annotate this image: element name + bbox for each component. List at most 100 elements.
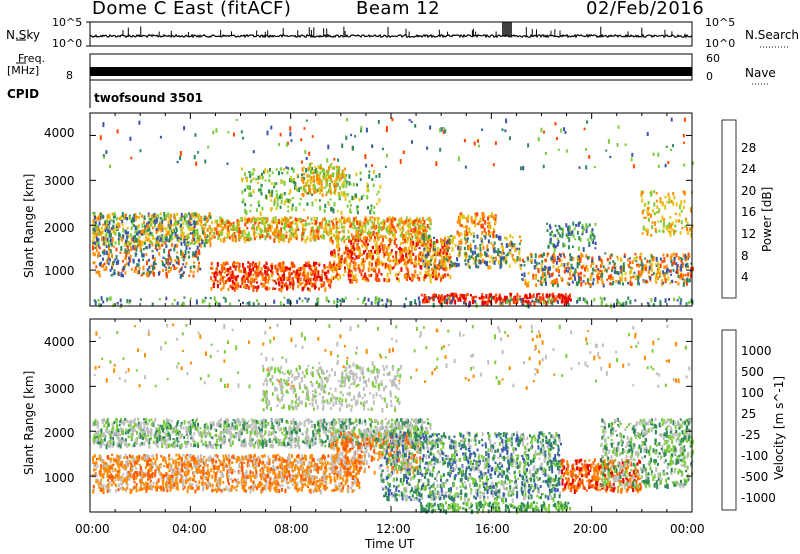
power-cell	[403, 248, 406, 253]
vel-ytick-2000: 2000	[44, 426, 75, 440]
power-cell	[300, 221, 303, 224]
power-cell	[369, 236, 371, 239]
power-cell	[259, 175, 262, 180]
xtick-2400: 00:00	[670, 522, 705, 536]
power-cell	[389, 239, 391, 244]
power-cell	[571, 230, 574, 235]
velocity-cell	[143, 418, 146, 421]
power-cell	[677, 281, 680, 286]
power-cell	[659, 302, 662, 307]
power-cell	[319, 187, 322, 190]
power-cell	[258, 232, 261, 236]
power-cell	[292, 285, 295, 291]
power-cell	[360, 239, 363, 243]
power-cell	[331, 167, 334, 170]
power-cell	[665, 145, 668, 148]
power-cell	[338, 231, 341, 234]
power-cell	[401, 220, 404, 225]
power-cell	[542, 301, 545, 305]
power-cell	[229, 223, 232, 228]
power-cell	[201, 230, 204, 235]
power-cell	[265, 194, 268, 199]
power-cell	[294, 270, 297, 275]
power-cell	[521, 278, 524, 281]
power-cell	[243, 230, 246, 235]
power-cell	[255, 277, 258, 280]
power-cell	[295, 185, 298, 190]
power-cell	[368, 252, 371, 257]
power-cell	[566, 281, 569, 285]
power-cell	[568, 277, 571, 280]
power-cell	[600, 278, 603, 281]
power-cell	[362, 241, 365, 246]
power-cell	[278, 262, 281, 268]
power-cell	[442, 296, 445, 301]
power-cell	[217, 235, 220, 240]
power-cell	[192, 231, 194, 237]
power-cell	[688, 300, 691, 305]
power-cell	[387, 225, 390, 230]
power-cell	[103, 241, 106, 246]
power-cell	[560, 128, 563, 133]
power-cell	[615, 280, 617, 283]
power-cell	[263, 276, 266, 282]
power-cell	[657, 261, 660, 266]
power-cell	[417, 219, 420, 223]
power-cell	[493, 215, 496, 218]
power-cell	[537, 268, 540, 274]
power-cell	[351, 257, 354, 260]
power-cell	[252, 189, 255, 194]
power-cell	[111, 253, 114, 259]
power-cell	[327, 223, 330, 226]
power-cell	[418, 300, 421, 306]
power-cell	[488, 260, 491, 263]
power-cell	[678, 213, 681, 217]
power-cell	[561, 236, 564, 239]
power-cell	[254, 286, 257, 289]
power-cell	[483, 227, 486, 233]
power-cell	[565, 267, 568, 273]
power-cell	[132, 214, 135, 217]
power-cell	[125, 232, 128, 237]
power-cell	[458, 232, 461, 238]
power-cell	[338, 261, 341, 266]
power-cell	[557, 293, 560, 298]
power-cell	[224, 280, 227, 284]
power-cell	[652, 303, 655, 307]
power-cell	[248, 275, 251, 278]
power-cell	[288, 267, 291, 271]
beam-title: Beam 12	[356, 0, 441, 19]
power-cell	[673, 256, 676, 261]
power-cell	[668, 222, 671, 226]
power-cell	[477, 139, 479, 143]
power-cell	[138, 236, 141, 239]
power-cell	[674, 281, 677, 284]
power-cell	[601, 272, 604, 278]
power-cell	[399, 260, 402, 263]
power-cell	[325, 178, 328, 183]
power-cell	[429, 279, 432, 284]
power-cell	[440, 301, 443, 305]
power-cell	[372, 267, 375, 271]
power-cell	[261, 234, 264, 238]
power-cell	[174, 259, 177, 263]
power-cell	[410, 260, 413, 265]
power-cell	[321, 236, 324, 239]
power-cell	[105, 245, 108, 248]
power-cell	[402, 241, 405, 245]
power-cell	[260, 184, 263, 187]
power-cell	[594, 222, 597, 226]
power-cell	[376, 273, 379, 278]
power-cell	[123, 214, 126, 220]
power-cell	[296, 223, 298, 228]
power-cell	[209, 242, 212, 248]
power-cell	[213, 282, 215, 286]
power-cell	[654, 263, 657, 266]
power-cell	[261, 276, 264, 281]
power-cell	[584, 298, 587, 304]
power-cell	[231, 270, 234, 276]
power-cell	[335, 239, 338, 243]
power-cell	[284, 266, 287, 270]
power-cell	[238, 299, 240, 302]
power-cell	[611, 266, 614, 270]
